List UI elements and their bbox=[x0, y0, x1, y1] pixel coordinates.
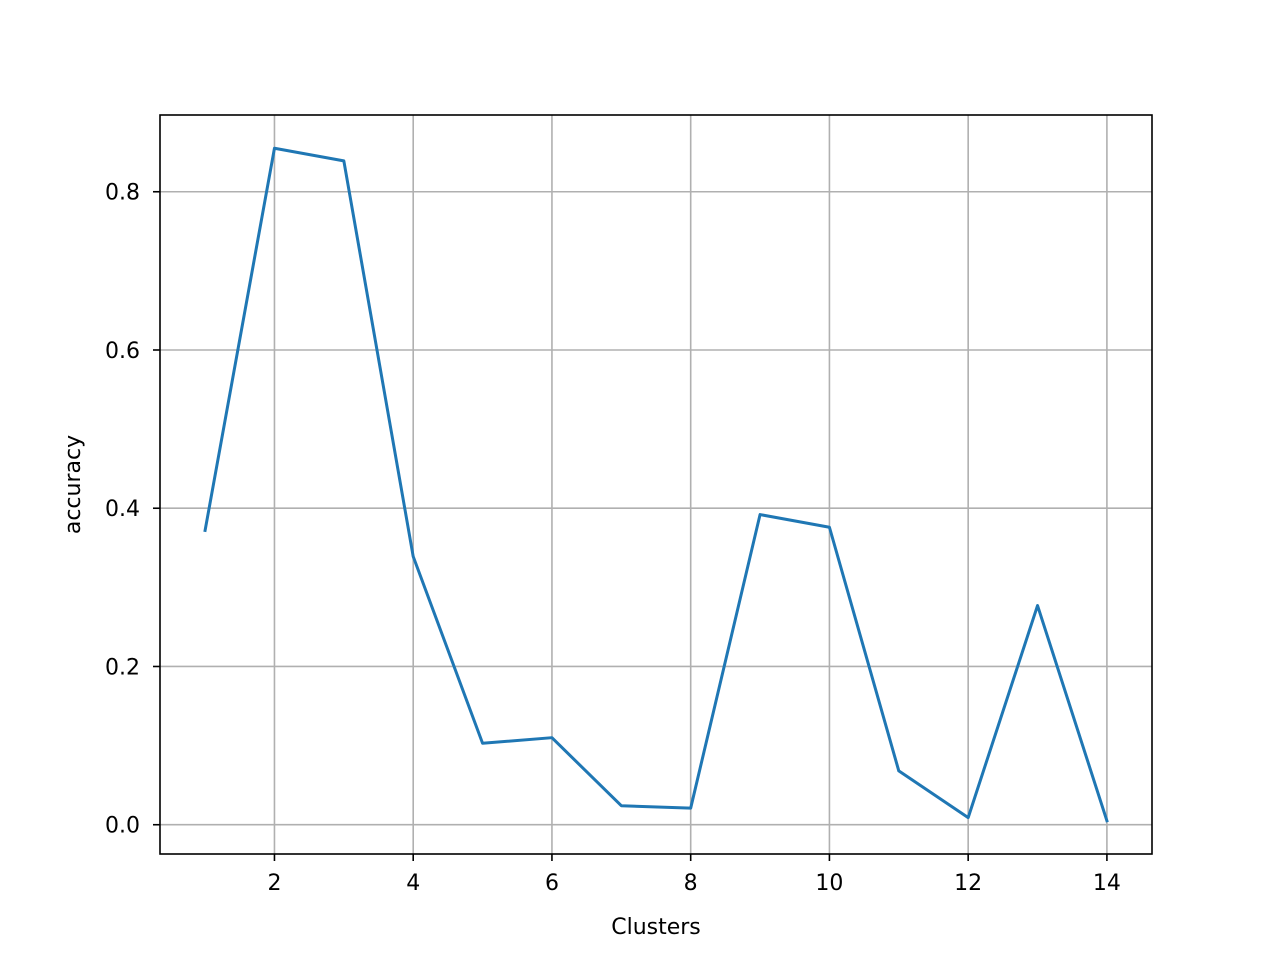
x-axis-label: Clusters bbox=[611, 915, 701, 940]
grid-lines bbox=[160, 115, 1152, 854]
y-tick-label: 0.0 bbox=[105, 814, 140, 839]
x-tick-label: 4 bbox=[406, 871, 420, 896]
tick-labels: 2 4 6 8 10 12 14 0.0 0.2 0.4 0.6 0.8 bbox=[105, 181, 1121, 896]
y-axis-label: accuracy bbox=[61, 435, 86, 534]
x-tick-label: 14 bbox=[1093, 871, 1121, 896]
x-tick-label: 10 bbox=[815, 871, 843, 896]
series-lines bbox=[203, 146, 1109, 823]
axis-ticks bbox=[153, 190, 1108, 861]
x-tick-label: 2 bbox=[267, 871, 281, 896]
y-tick-label: 0.2 bbox=[105, 655, 140, 680]
x-tick-label: 6 bbox=[545, 871, 559, 896]
y-tick-label: 0.8 bbox=[105, 181, 140, 206]
axes-frame bbox=[159, 114, 1153, 855]
y-tick-label: 0.6 bbox=[105, 339, 140, 364]
series-line bbox=[203, 146, 1109, 823]
y-tick-label: 0.4 bbox=[105, 497, 140, 522]
x-tick-label: 8 bbox=[684, 871, 698, 896]
x-tick-label: 12 bbox=[954, 871, 982, 896]
